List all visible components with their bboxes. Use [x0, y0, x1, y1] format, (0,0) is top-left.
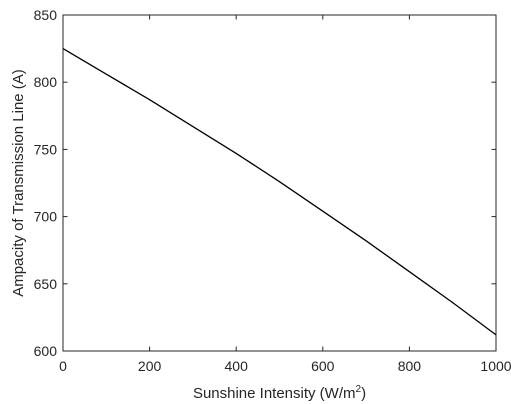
- y-tick-label-2: 700: [34, 209, 58, 225]
- x-tick-label-4: 800: [398, 358, 422, 374]
- x-tick-label-0: 0: [59, 358, 67, 374]
- y-axis-ticks: 600 650 700 750 800 850: [34, 7, 496, 359]
- series-line: [62, 48, 497, 336]
- y-axis-label: Ampacity of Transmission Line (A): [10, 69, 27, 297]
- x-axis-label: Sunshine Intensity (W/m2): [193, 384, 366, 402]
- x-axis-ticks: 0 200 400 600 800 1000: [59, 15, 511, 374]
- plot-area: [62, 14, 497, 352]
- y-tick-label-1: 650: [34, 276, 58, 292]
- x-tick-label-2: 400: [225, 358, 249, 374]
- x-axis-label-superscript: 2: [356, 384, 362, 395]
- x-tick-label-5: 1000: [480, 358, 511, 374]
- y-tick-label-3: 750: [34, 141, 58, 157]
- x-tick-label-1: 200: [138, 358, 162, 374]
- y-tick-label-0: 600: [34, 343, 58, 359]
- x-tick-label-3: 600: [311, 358, 335, 374]
- y-tick-label-5: 850: [34, 7, 58, 23]
- y-tick-label-4: 800: [34, 74, 58, 90]
